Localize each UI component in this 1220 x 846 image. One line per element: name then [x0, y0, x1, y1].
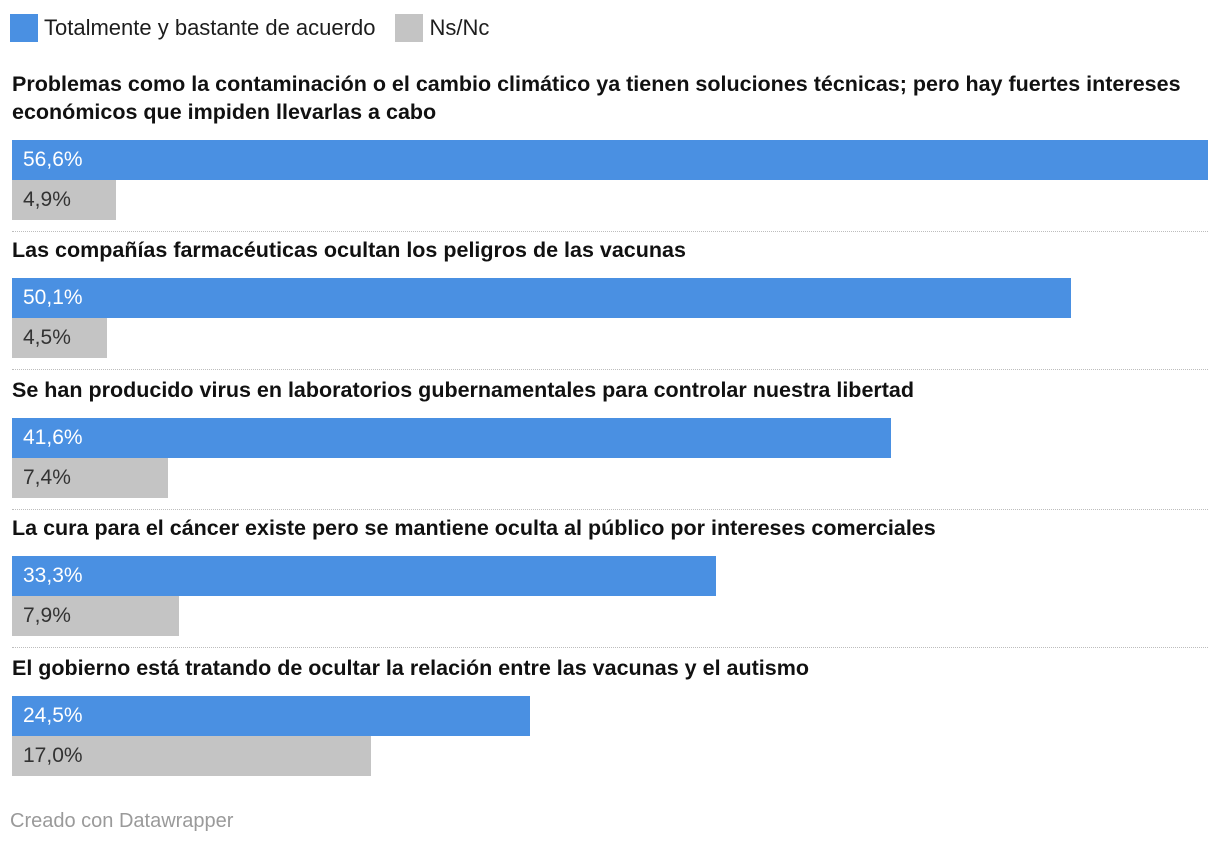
bar-value-label: 33,3%	[23, 564, 83, 587]
category-label: Problemas como la contaminación o el cam…	[12, 72, 1181, 124]
bar-nsnc: 4,9%	[12, 180, 116, 220]
bar-value-label: 7,4%	[23, 466, 71, 489]
bar-nsnc: 7,4%	[12, 458, 168, 498]
legend: Totalmente y bastante de acuerdo Ns/Nc	[10, 13, 509, 43]
bar-value-label: 4,9%	[23, 188, 71, 211]
group-divider	[12, 369, 1208, 370]
legend-label-agree: Totalmente y bastante de acuerdo	[44, 15, 376, 40]
legend-label-nsnc: Ns/Nc	[429, 15, 490, 40]
legend-swatch-agree	[10, 14, 38, 42]
bar-value-label: 41,6%	[23, 426, 83, 449]
group-divider	[12, 509, 1208, 510]
bar-group: La cura para el cáncer existe pero se ma…	[12, 514, 1208, 674]
bar-value-label: 24,5%	[23, 704, 83, 727]
category-label: La cura para el cáncer existe pero se ma…	[12, 516, 936, 540]
bar-value-label: 4,5%	[23, 326, 71, 349]
category-label: Se han producido virus en laboratorios g…	[12, 378, 915, 402]
bar-agree: 41,6%	[12, 418, 891, 458]
group-divider	[12, 231, 1208, 232]
bar-value-label: 56,6%	[23, 148, 83, 171]
category-label: El gobierno está tratando de ocultar la …	[12, 656, 809, 680]
bar-agree: 24,5%	[12, 696, 530, 736]
bar-value-label: 7,9%	[23, 604, 71, 627]
bar-group: El gobierno está tratando de ocultar la …	[12, 654, 1208, 814]
bar-agree: 56,6%	[12, 140, 1208, 180]
bar-value-label: 17,0%	[23, 744, 83, 767]
bar-agree: 50,1%	[12, 278, 1071, 318]
category-label: Las compañías farmacéuticas ocultan los …	[12, 238, 686, 262]
legend-swatch-nsnc	[395, 14, 424, 42]
bar-agree: 33,3%	[12, 556, 716, 596]
bar-nsnc: 4,5%	[12, 318, 107, 358]
legend-item-agree: Totalmente y bastante de acuerdo	[10, 14, 375, 42]
bar-nsnc: 17,0%	[12, 736, 371, 776]
legend-item-nsnc: Ns/Nc	[395, 14, 489, 42]
bar-nsnc: 7,9%	[12, 596, 179, 636]
bar-group: Se han producido virus en laboratorios g…	[12, 376, 1208, 536]
footer-credit: Creado con Datawrapper	[10, 810, 234, 832]
bar-group: Problemas como la contaminación o el cam…	[12, 70, 1208, 232]
bar-group: Las compañías farmacéuticas ocultan los …	[12, 236, 1208, 396]
group-divider	[12, 647, 1208, 648]
bar-value-label: 50,1%	[23, 286, 83, 309]
